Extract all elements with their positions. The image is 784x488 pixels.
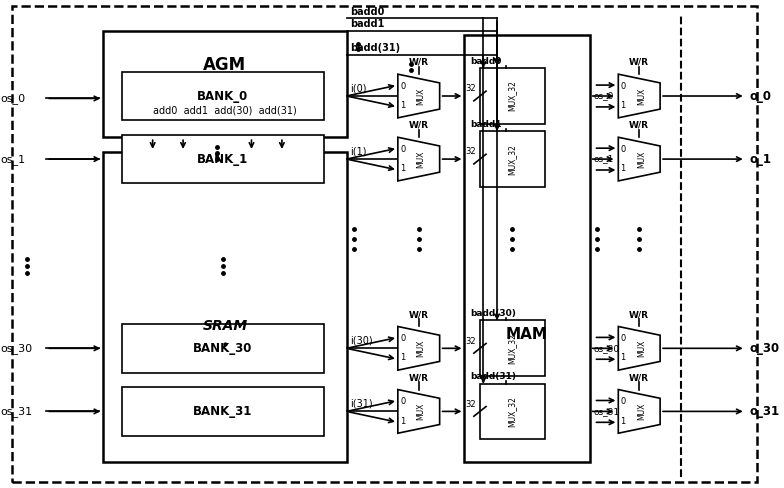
Text: o_31: o_31	[750, 405, 779, 418]
Text: 0: 0	[400, 82, 405, 91]
Text: 0: 0	[621, 82, 626, 91]
Polygon shape	[397, 137, 440, 181]
Text: 1: 1	[621, 164, 626, 173]
FancyBboxPatch shape	[480, 384, 545, 439]
Text: 0: 0	[400, 145, 405, 154]
Polygon shape	[619, 74, 660, 118]
Text: 1: 1	[621, 353, 626, 363]
Text: add0  add1  add(30)  add(31): add0 add1 add(30) add(31)	[153, 105, 297, 116]
Text: W/R: W/R	[408, 58, 429, 67]
Text: MUX_32: MUX_32	[508, 143, 517, 175]
Text: o_30: o_30	[750, 342, 779, 355]
Text: 32: 32	[466, 400, 476, 408]
Text: MUX_32: MUX_32	[508, 333, 517, 364]
Text: badd(31): badd(31)	[350, 43, 401, 53]
Text: 32: 32	[466, 337, 476, 346]
Polygon shape	[619, 389, 660, 433]
Text: W/R: W/R	[408, 121, 429, 130]
Text: BANK_30: BANK_30	[194, 342, 252, 355]
Text: 32: 32	[466, 147, 476, 156]
Text: badd0: badd0	[350, 7, 385, 17]
Text: i(0): i(0)	[350, 83, 367, 94]
Text: AGM: AGM	[203, 56, 246, 74]
Text: MUX: MUX	[416, 403, 426, 420]
Polygon shape	[397, 326, 440, 370]
Text: badd1: badd1	[470, 120, 502, 129]
FancyBboxPatch shape	[122, 324, 324, 372]
FancyBboxPatch shape	[103, 152, 347, 462]
Text: W/R: W/R	[630, 373, 649, 382]
Text: BANK_31: BANK_31	[194, 405, 252, 418]
Text: MUX: MUX	[416, 340, 426, 357]
Text: 0: 0	[621, 334, 626, 343]
Polygon shape	[397, 74, 440, 118]
Text: 32: 32	[466, 84, 476, 93]
Polygon shape	[397, 389, 440, 433]
Text: os_1: os_1	[593, 155, 614, 163]
Text: 1: 1	[400, 353, 405, 363]
Text: badd(31): badd(31)	[470, 372, 517, 381]
Text: badd0: badd0	[470, 57, 502, 66]
Text: i(30): i(30)	[350, 336, 373, 346]
Text: SRAM: SRAM	[202, 319, 248, 333]
Text: i(1): i(1)	[350, 147, 367, 157]
Text: MAM: MAM	[506, 327, 548, 342]
Text: MUX: MUX	[637, 403, 646, 420]
Text: MUX_32: MUX_32	[508, 81, 517, 111]
FancyBboxPatch shape	[122, 72, 324, 120]
Text: os_0: os_0	[1, 93, 26, 104]
Text: os_31: os_31	[593, 407, 619, 416]
Polygon shape	[619, 326, 660, 370]
Text: os_31: os_31	[1, 406, 33, 417]
Text: o_0: o_0	[750, 89, 771, 102]
Text: W/R: W/R	[408, 373, 429, 382]
FancyBboxPatch shape	[480, 68, 545, 124]
Text: os_0: os_0	[593, 92, 614, 101]
Text: MUX: MUX	[637, 87, 646, 105]
Text: 1: 1	[400, 101, 405, 110]
FancyBboxPatch shape	[122, 135, 324, 183]
Text: MUX: MUX	[637, 150, 646, 168]
Text: badd1: badd1	[350, 19, 385, 29]
Text: 0: 0	[621, 397, 626, 407]
Text: MUX_32: MUX_32	[508, 396, 517, 427]
Text: 1: 1	[621, 101, 626, 110]
Text: 1: 1	[400, 164, 405, 173]
Text: W/R: W/R	[408, 310, 429, 319]
Text: BANK_1: BANK_1	[198, 153, 249, 165]
Text: W/R: W/R	[630, 58, 649, 67]
Text: W/R: W/R	[630, 310, 649, 319]
Text: o_1: o_1	[750, 153, 771, 165]
Text: os_1: os_1	[1, 154, 26, 164]
FancyBboxPatch shape	[122, 387, 324, 436]
FancyBboxPatch shape	[103, 31, 347, 137]
Text: W/R: W/R	[630, 121, 649, 130]
FancyBboxPatch shape	[480, 321, 545, 376]
Text: MUX: MUX	[416, 150, 426, 168]
Text: i(31): i(31)	[350, 399, 373, 409]
Text: MUX: MUX	[416, 87, 426, 105]
FancyBboxPatch shape	[464, 35, 590, 462]
FancyBboxPatch shape	[480, 131, 545, 187]
Text: BANK_0: BANK_0	[198, 89, 249, 102]
Text: 0: 0	[400, 397, 405, 407]
Text: 0: 0	[621, 145, 626, 154]
Text: 1: 1	[621, 417, 626, 426]
Text: badd(30): badd(30)	[470, 309, 517, 318]
Polygon shape	[619, 137, 660, 181]
Text: 1: 1	[400, 417, 405, 426]
Text: 0: 0	[400, 334, 405, 343]
Text: os_30: os_30	[593, 344, 619, 353]
Text: os_30: os_30	[1, 343, 33, 354]
Text: MUX: MUX	[637, 340, 646, 357]
